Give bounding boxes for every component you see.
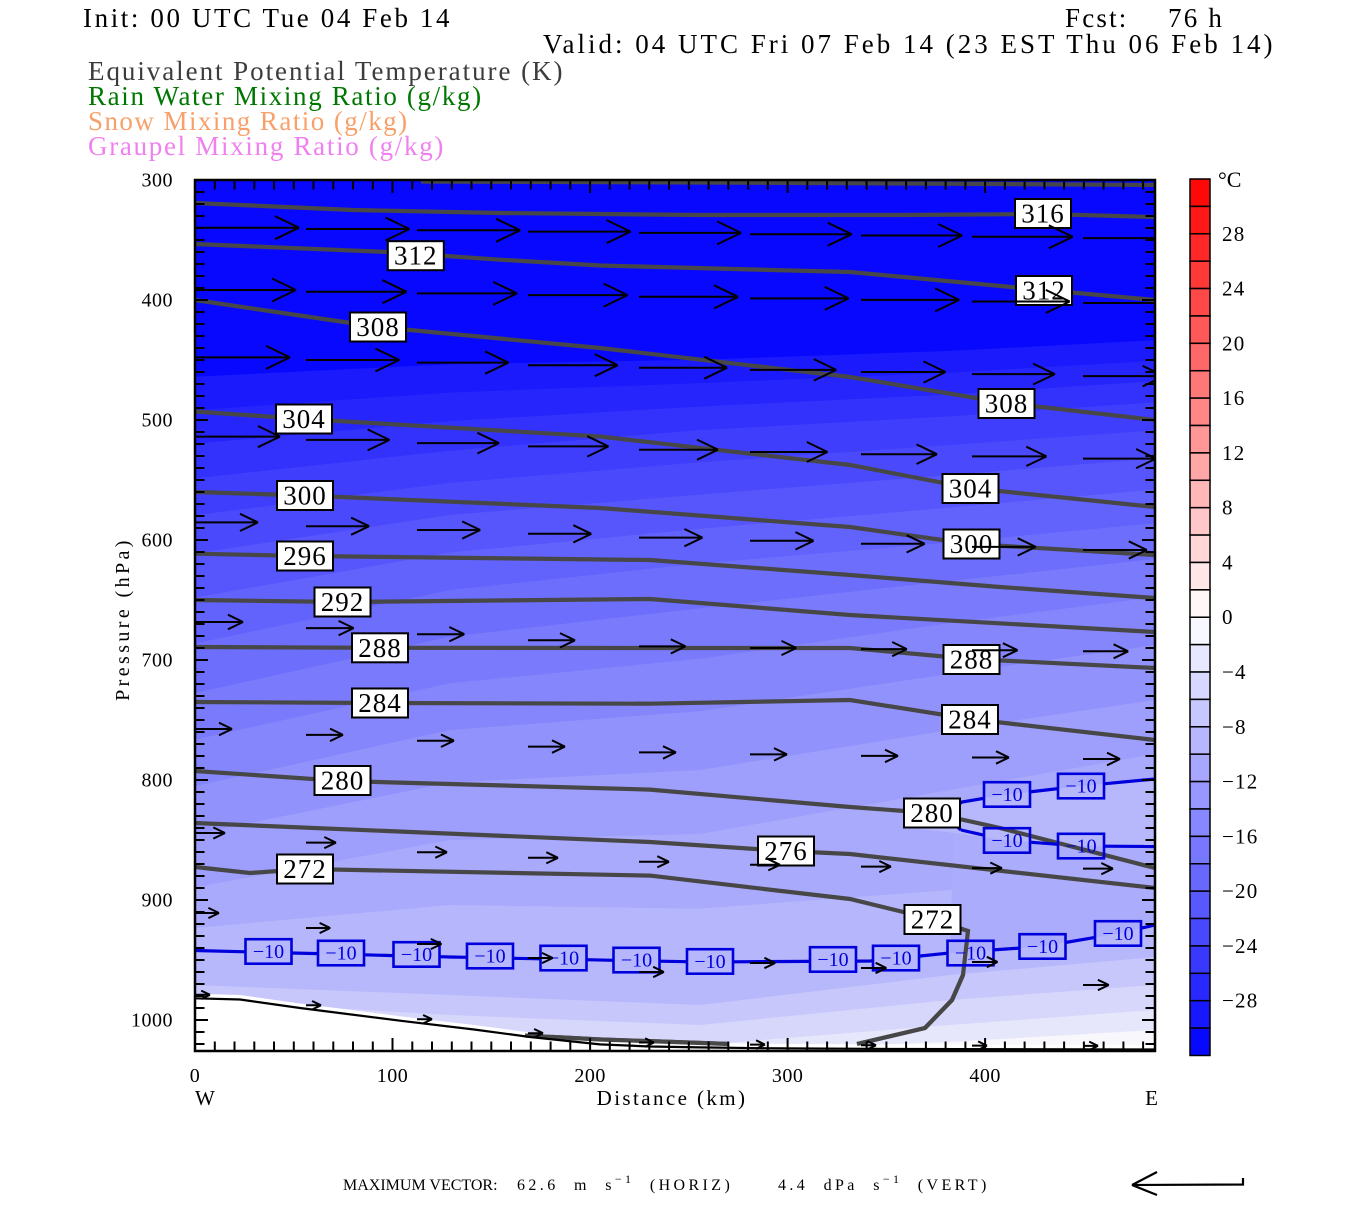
svg-text:272: 272	[283, 854, 327, 884]
svg-text:MAXIMUM VECTOR:: MAXIMUM VECTOR:	[343, 1177, 498, 1194]
svg-text:62.6 m s−1 (HORIZ): 62.6 m s−1 (HORIZ)	[517, 1172, 733, 1194]
svg-text:24: 24	[1222, 277, 1245, 301]
svg-text:−10: −10	[991, 784, 1022, 806]
svg-text:−16: −16	[1222, 824, 1258, 848]
svg-text:288: 288	[950, 645, 994, 675]
svg-text:20: 20	[1222, 331, 1245, 355]
svg-text:Rain Water Mixing Ratio (g/kg): Rain Water Mixing Ratio (g/kg)	[88, 81, 483, 111]
svg-text:−10: −10	[1102, 923, 1133, 945]
svg-text:−10: −10	[253, 941, 284, 963]
svg-text:Fcst:: Fcst:	[1065, 3, 1129, 33]
svg-text:−8: −8	[1222, 715, 1247, 739]
svg-text:−10: −10	[955, 943, 986, 965]
svg-text:−10: −10	[817, 949, 848, 971]
svg-text:Pressure (hPa): Pressure (hPa)	[112, 537, 134, 701]
svg-text:Valid: 04 UTC Fri 07 Feb 14 (2: Valid: 04 UTC Fri 07 Feb 14 (23 EST Thu …	[543, 29, 1276, 59]
svg-text:Init: 00 UTC Tue 04 Feb 14: Init: 00 UTC Tue 04 Feb 14	[83, 3, 452, 33]
svg-text:4: 4	[1222, 551, 1234, 575]
svg-text:600: 600	[142, 530, 174, 552]
svg-text:280: 280	[910, 798, 954, 828]
svg-text:−24: −24	[1222, 934, 1258, 958]
svg-text:12: 12	[1222, 441, 1245, 465]
svg-text:312: 312	[394, 241, 438, 271]
svg-text:200: 200	[574, 1065, 606, 1087]
svg-text:Distance (km): Distance (km)	[597, 1086, 748, 1110]
svg-text:0: 0	[1222, 605, 1234, 629]
svg-text:−10: −10	[1027, 936, 1058, 958]
svg-text:400: 400	[969, 1065, 1001, 1087]
svg-text:304: 304	[282, 404, 326, 434]
svg-text:−10: −10	[621, 950, 652, 972]
svg-text:−20: −20	[1222, 879, 1258, 903]
svg-text:292: 292	[321, 587, 365, 617]
svg-text:Snow Mixing Ratio (g/kg): Snow Mixing Ratio (g/kg)	[88, 106, 409, 136]
svg-text:W: W	[195, 1086, 215, 1110]
svg-text:−10: −10	[1065, 776, 1096, 798]
svg-text:296: 296	[283, 541, 327, 571]
svg-text:284: 284	[358, 688, 402, 718]
svg-text:300: 300	[283, 481, 327, 511]
svg-text:272: 272	[911, 905, 955, 935]
svg-text:0: 0	[190, 1065, 201, 1087]
svg-text:284: 284	[948, 705, 992, 735]
svg-text:−10: −10	[991, 830, 1022, 852]
svg-text:°C: °C	[1218, 167, 1241, 192]
svg-text:−10: −10	[401, 944, 432, 966]
svg-text:E: E	[1145, 1086, 1158, 1110]
svg-text:28: 28	[1222, 222, 1245, 246]
svg-text:800: 800	[142, 770, 174, 792]
svg-text:4.4 dPa s−1 (VERT): 4.4 dPa s−1 (VERT)	[778, 1172, 990, 1194]
svg-text:316: 316	[1021, 199, 1065, 229]
svg-text:−10: −10	[474, 946, 505, 968]
svg-text:Equivalent Potential Temperatu: Equivalent Potential Temperature (K)	[88, 56, 564, 86]
svg-text:308: 308	[356, 312, 400, 342]
svg-text:900: 900	[142, 890, 174, 912]
svg-text:100: 100	[377, 1065, 409, 1087]
svg-text:−10: −10	[694, 951, 725, 973]
svg-text:276: 276	[764, 836, 808, 866]
svg-text:300: 300	[950, 529, 994, 559]
svg-text:400: 400	[142, 290, 174, 312]
svg-text:−12: −12	[1222, 770, 1258, 794]
svg-text:−10: −10	[880, 948, 911, 970]
svg-text:300: 300	[142, 170, 174, 192]
svg-text:8: 8	[1222, 496, 1234, 520]
svg-text:500: 500	[142, 410, 174, 432]
svg-text:−10: −10	[1065, 836, 1096, 858]
svg-text:−10: −10	[548, 948, 579, 970]
svg-text:−4: −4	[1222, 660, 1247, 684]
svg-text:−10: −10	[325, 943, 356, 965]
svg-text:300: 300	[772, 1065, 804, 1087]
svg-text:−28: −28	[1222, 989, 1258, 1013]
svg-text:1000: 1000	[131, 1010, 173, 1032]
svg-text:308: 308	[985, 389, 1029, 419]
svg-text:16: 16	[1222, 386, 1245, 410]
svg-text:304: 304	[949, 474, 993, 504]
svg-text:280: 280	[321, 766, 365, 796]
svg-text:700: 700	[142, 650, 174, 672]
svg-text:Graupel Mixing Ratio (g/kg): Graupel Mixing Ratio (g/kg)	[88, 131, 445, 161]
svg-text:76 h: 76 h	[1168, 3, 1224, 33]
svg-text:288: 288	[358, 633, 402, 663]
